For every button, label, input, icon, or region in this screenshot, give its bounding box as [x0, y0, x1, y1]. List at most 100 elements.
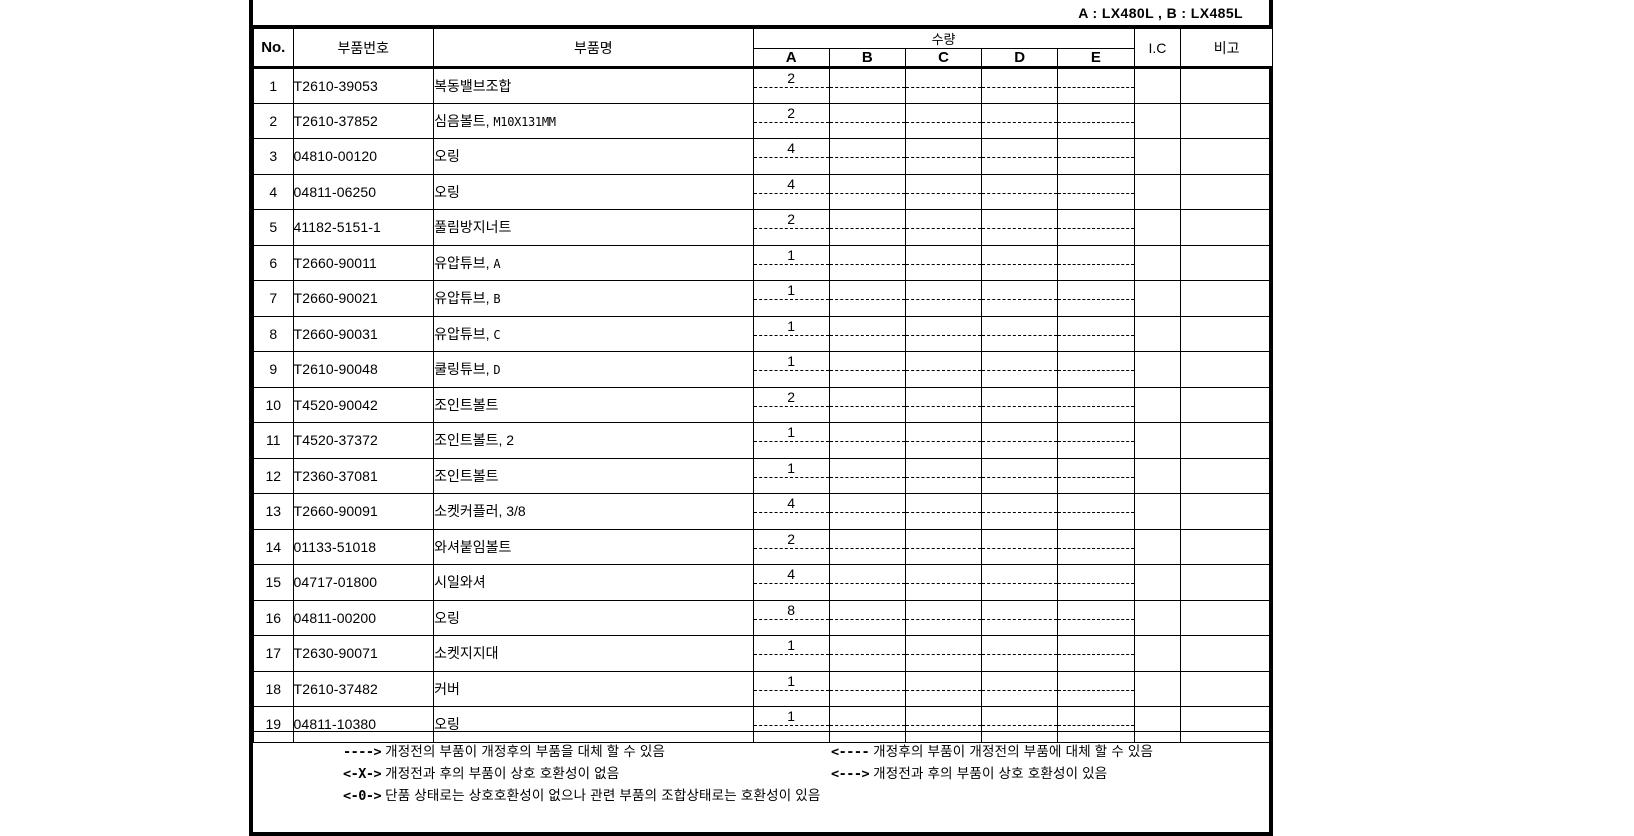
- cell-part-number: T2610-90048: [292, 351, 435, 388]
- cell-no: 4: [253, 173, 294, 210]
- cell-quantity-a: 8: [752, 599, 830, 636]
- cell-quantity-a: 1: [752, 315, 830, 352]
- quantity-value: [830, 210, 905, 228]
- quantity-dotted-divider: [905, 583, 982, 584]
- cell-no: 12: [253, 457, 294, 494]
- drawing-sheet: A : LX480L , B : LX485L No. 부품번호 부품명 수량 …: [249, 0, 1273, 836]
- quantity-dotted-divider: [1058, 512, 1134, 513]
- quantity-value: [1058, 388, 1133, 406]
- quantity-dotted-divider: [905, 689, 982, 691]
- quantity-value: [1058, 69, 1133, 87]
- quantity-dotted-divider: [982, 725, 1058, 726]
- quantity-value: [906, 707, 981, 725]
- quantity-value: [1058, 104, 1133, 122]
- part-name-label: 조인트볼트: [434, 467, 499, 484]
- quantity-dotted-divider: [753, 157, 829, 158]
- quantity-dotted-divider: [1058, 547, 1134, 549]
- quantity-value: [906, 69, 981, 87]
- cell-remark: [1180, 457, 1273, 494]
- cell-part-number: T2360-37081: [292, 457, 435, 494]
- cell-no: 3: [253, 138, 294, 175]
- cell-remark: [1180, 138, 1273, 175]
- cell-part-number: 41182-5151-1: [292, 209, 435, 246]
- quantity-value: [1058, 672, 1133, 690]
- quantity-dotted-divider: [829, 654, 905, 655]
- header-row-top: No. 부품번호 부품명 수량 I.C 비고: [253, 28, 1273, 69]
- quantity-value: [906, 175, 981, 193]
- quantity-value: [830, 352, 905, 370]
- cell-part-number: T2610-39053: [292, 67, 435, 104]
- table-row: 19 04811-10380 오링 1: [253, 706, 1273, 743]
- quantity-dotted-divider: [753, 654, 829, 655]
- cell-part-name: 심음볼트, M10X131MM: [433, 102, 754, 139]
- cell-part-number: T2610-37482: [292, 670, 435, 707]
- cell-part-name: 복동밸브조합: [433, 67, 754, 104]
- cell-quantity-d: [981, 67, 1059, 104]
- cell-part-name: 커버: [433, 670, 754, 707]
- quantity-value: [982, 175, 1057, 193]
- table-row: 12 T2360-37081 조인트볼트 1: [253, 457, 1273, 494]
- quantity-dotted-divider: [829, 263, 905, 265]
- quantity-value: 2: [787, 388, 796, 405]
- cell-part-number: T4520-37372: [292, 422, 435, 459]
- cell-quantity-a: 4: [752, 564, 830, 601]
- cell-remark: [1180, 315, 1273, 352]
- quantity-dotted-divider: [982, 228, 1058, 229]
- cell-quantity-e: [1057, 138, 1135, 175]
- legend-symbol: <----: [831, 744, 870, 760]
- cell-quantity-e: [1057, 315, 1135, 352]
- quantity-dotted-divider: [753, 405, 829, 407]
- cell-part-number: 04811-00200: [292, 599, 435, 636]
- table-row: 2 T2610-37852 심음볼트, M10X131MM 2: [253, 102, 1273, 139]
- cell-part-name: 유압튜브, A: [433, 244, 754, 281]
- table-row: 14 01133-51018 와셔붙임볼트 2: [253, 528, 1273, 565]
- cell-remark: [1180, 493, 1273, 530]
- quantity-dotted-divider: [982, 299, 1058, 300]
- quantity-dotted-divider: [905, 263, 982, 265]
- cell-quantity-b: [828, 209, 906, 246]
- cell-ic: [1133, 280, 1182, 317]
- quantity-dotted-divider: [1058, 583, 1134, 584]
- model-legend-strip: A : LX480L , B : LX485L: [253, 0, 1269, 28]
- quantity-value: [982, 246, 1057, 264]
- legend-symbol: ---->: [343, 744, 382, 760]
- cell-quantity-d: [981, 670, 1059, 707]
- quantity-value: [982, 494, 1057, 512]
- quantity-value: [830, 459, 905, 477]
- quantity-dotted-divider: [905, 547, 982, 549]
- quantity-dotted-divider: [1058, 87, 1134, 88]
- cell-quantity-d: [981, 599, 1059, 636]
- quantity-value: [982, 388, 1057, 406]
- quantity-dotted-divider: [905, 654, 982, 655]
- quantity-dotted-divider: [829, 583, 905, 584]
- cell-part-number: T4520-90042: [292, 386, 435, 423]
- cell-part-number: 04811-10380: [292, 706, 435, 743]
- quantity-value: [1058, 281, 1133, 299]
- part-name-label: 시일와셔: [434, 574, 486, 591]
- quantity-dotted-divider: [982, 121, 1058, 123]
- column-header-qty-e: E: [1057, 48, 1135, 69]
- quantity-dotted-divider: [1058, 689, 1134, 691]
- cell-quantity-b: [828, 422, 906, 459]
- cell-quantity-b: [828, 102, 906, 139]
- quantity-value: [906, 352, 981, 370]
- cell-quantity-c: [904, 138, 983, 175]
- quantity-value: 4: [787, 175, 796, 192]
- cell-quantity-a: 4: [752, 173, 830, 210]
- quantity-value: [830, 601, 905, 619]
- quantity-value: 1: [787, 708, 796, 724]
- cell-part-number: 04810-00120: [292, 138, 435, 175]
- part-name-label: 오링: [434, 716, 460, 733]
- quantity-dotted-divider: [1058, 121, 1134, 123]
- cell-remark: [1180, 635, 1273, 672]
- quantity-dotted-divider: [982, 583, 1058, 584]
- quantity-dotted-divider: [753, 192, 829, 194]
- cell-part-number: T2660-90021: [292, 280, 435, 317]
- legend-right-row-2: <---> 개정전과 후의 부품이 상호 호환성이 있음: [831, 762, 1107, 782]
- quantity-dotted-divider: [982, 547, 1058, 549]
- cell-quantity-c: [904, 706, 983, 743]
- table-row: 6 T2660-90011 유압튜브, A 1: [253, 244, 1273, 281]
- cell-quantity-c: [904, 67, 983, 104]
- quantity-dotted-divider: [1058, 441, 1134, 442]
- quantity-value: [906, 672, 981, 690]
